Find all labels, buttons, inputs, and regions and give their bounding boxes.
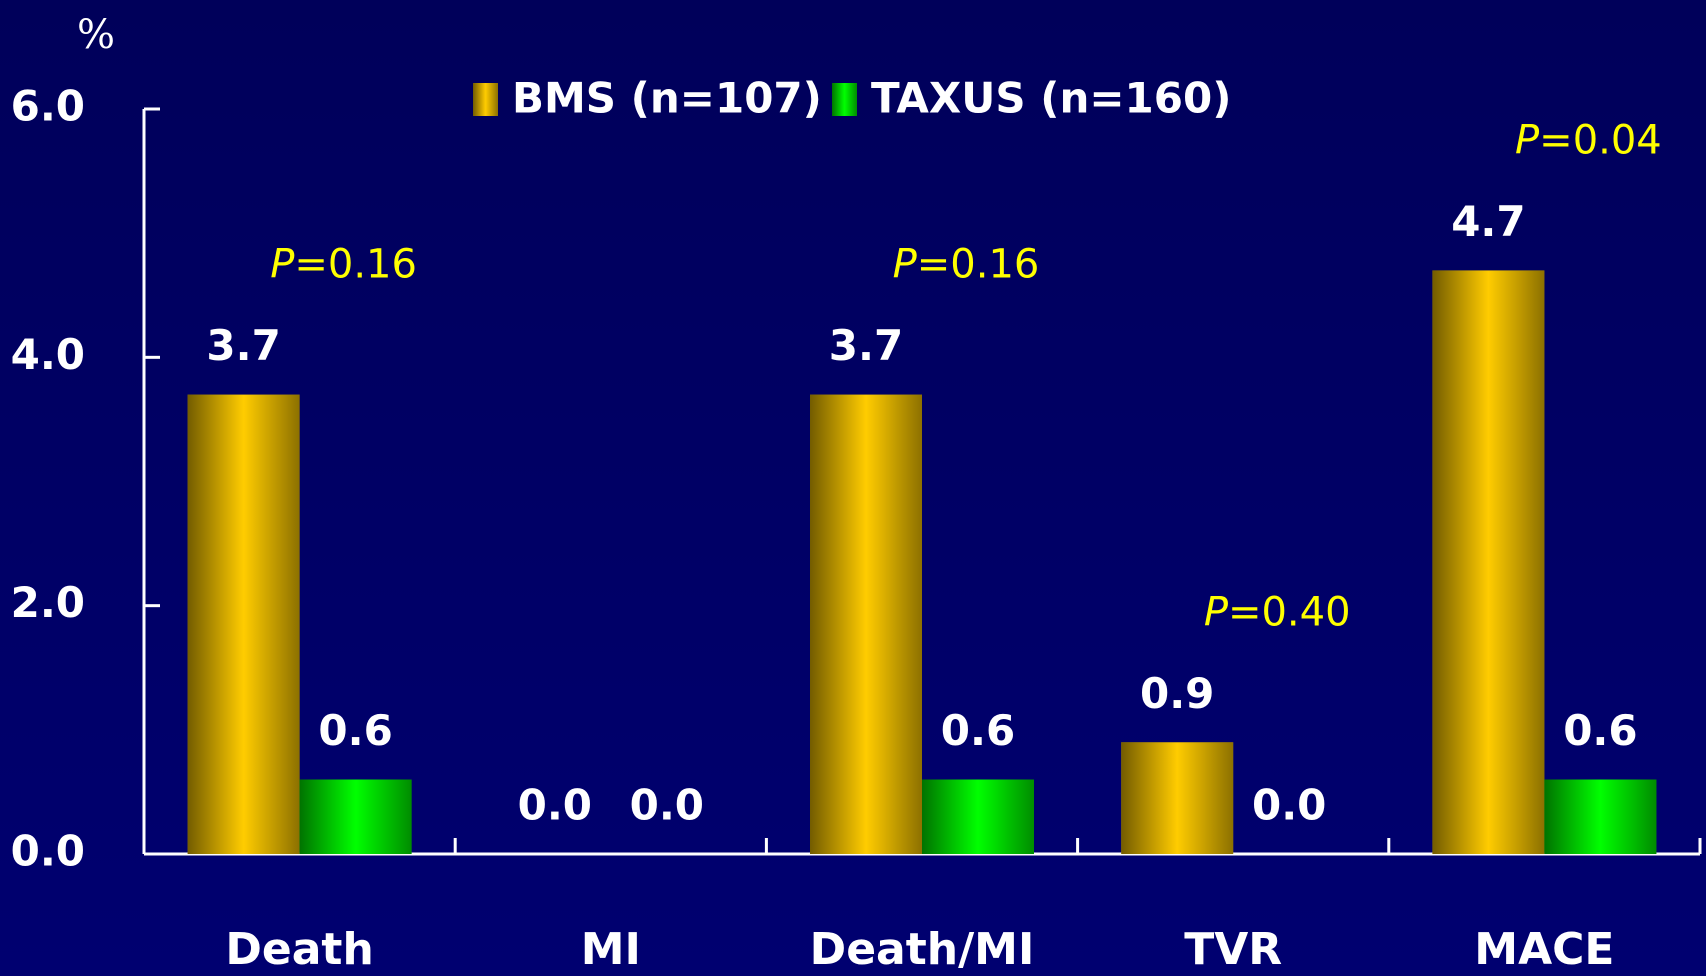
bar-shade	[1544, 779, 1657, 854]
y-axis-label: %	[77, 12, 115, 58]
legend-label: BMS (n=107)	[512, 74, 822, 123]
bar-shade	[922, 779, 1034, 854]
bar-shade	[187, 394, 300, 854]
value-label: 0.6	[941, 706, 1015, 755]
y-tick-label: 4.0	[11, 330, 85, 379]
legend-swatch-shade	[473, 83, 498, 116]
y-tick-label: 2.0	[11, 578, 85, 627]
value-label: 0.6	[1563, 706, 1637, 755]
y-tick-label: 6.0	[11, 82, 85, 131]
y-tick-label: 0.0	[11, 827, 85, 876]
p-value: P=0.16	[893, 242, 1040, 288]
bar-shade	[1432, 270, 1545, 855]
legend-label: TAXUS (n=160)	[871, 74, 1231, 123]
x-tick-label: Death	[225, 924, 373, 975]
value-label: 0.0	[1252, 781, 1326, 830]
value-label: 0.6	[318, 706, 392, 755]
value-label: 3.7	[206, 321, 280, 370]
x-tick-label: TVR	[1184, 924, 1282, 975]
value-label: 4.7	[1451, 197, 1525, 246]
value-label: 0.9	[1140, 669, 1214, 718]
p-value: P=0.04	[1515, 117, 1662, 163]
value-label: 0.0	[518, 781, 592, 830]
bar-shade	[1121, 742, 1234, 854]
bar-shade	[299, 779, 412, 854]
x-tick-label: MACE	[1474, 924, 1614, 975]
p-value: P=0.40	[1204, 589, 1351, 635]
legend-swatch-shade	[832, 83, 857, 116]
x-tick-label: Death/MI	[810, 924, 1035, 975]
value-label: 3.7	[829, 321, 903, 370]
value-label: 0.0	[630, 781, 704, 830]
p-value: P=0.16	[270, 242, 417, 288]
bar-shade	[810, 394, 922, 854]
x-tick-label: MI	[581, 924, 641, 975]
